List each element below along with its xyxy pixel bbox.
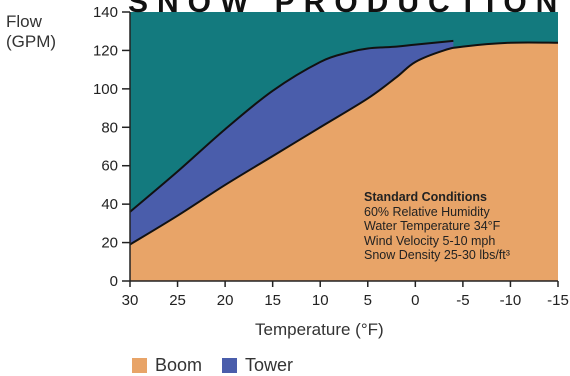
y-tick-label: 100 bbox=[93, 81, 118, 98]
conditions-heading: Standard Conditions bbox=[364, 190, 487, 204]
condition-humidity: 60% Relative Humidity bbox=[364, 204, 490, 219]
y-tick-label: 60 bbox=[101, 158, 118, 175]
legend-item-tower: Tower bbox=[222, 355, 293, 376]
x-tick-label: 20 bbox=[217, 292, 234, 309]
y-tick-label: 80 bbox=[101, 119, 118, 136]
series-line-boom bbox=[129, 41, 559, 246]
y-tick-label: 20 bbox=[101, 235, 118, 252]
x-axis-label: Temperature (°F) bbox=[255, 320, 384, 339]
x-tick-label: -15 bbox=[547, 292, 569, 309]
condition-snow-density: Snow Density 25-30 lbs/ft³ bbox=[364, 248, 510, 262]
x-tick-label: 15 bbox=[264, 292, 281, 309]
condition-water-temp: Water Temperature 34°F bbox=[364, 219, 501, 233]
x-tick-label: 0 bbox=[411, 292, 419, 309]
x-tick-label: 10 bbox=[312, 292, 329, 309]
standard-conditions-note: Standard Conditions 60% Relative Humidit… bbox=[364, 190, 510, 263]
legend-label-boom: Boom bbox=[155, 355, 203, 375]
chart-title: SNOW PRODUCTION bbox=[128, 0, 567, 19]
series-line-tower bbox=[129, 39, 454, 213]
series-area-boom bbox=[130, 42, 558, 281]
y-axis-label-line1: Flow bbox=[6, 12, 42, 31]
legend-swatch-boom bbox=[132, 358, 147, 373]
legend-item-boom: Boom bbox=[132, 355, 202, 376]
x-tick-label: 30 bbox=[122, 292, 139, 309]
x-tick-label: 5 bbox=[364, 292, 372, 309]
x-tick-label: -10 bbox=[500, 292, 522, 309]
x-tick-label: -5 bbox=[456, 292, 469, 309]
y-tick-label: 140 bbox=[93, 4, 118, 21]
legend-label-tower: Tower bbox=[245, 355, 294, 375]
y-axis-label-line2: (GPM) bbox=[6, 32, 57, 51]
y-tick-label: 120 bbox=[93, 42, 118, 59]
x-tick-label: 25 bbox=[169, 292, 186, 309]
legend-swatch-tower bbox=[222, 358, 238, 373]
y-tick-label: 40 bbox=[101, 196, 118, 213]
condition-wind: Wind Velocity 5-10 mph bbox=[364, 233, 496, 248]
legend: Boom Tower bbox=[132, 355, 313, 376]
y-axis-label: Flow (GPM) bbox=[6, 12, 56, 52]
y-tick-label: 0 bbox=[110, 273, 118, 290]
